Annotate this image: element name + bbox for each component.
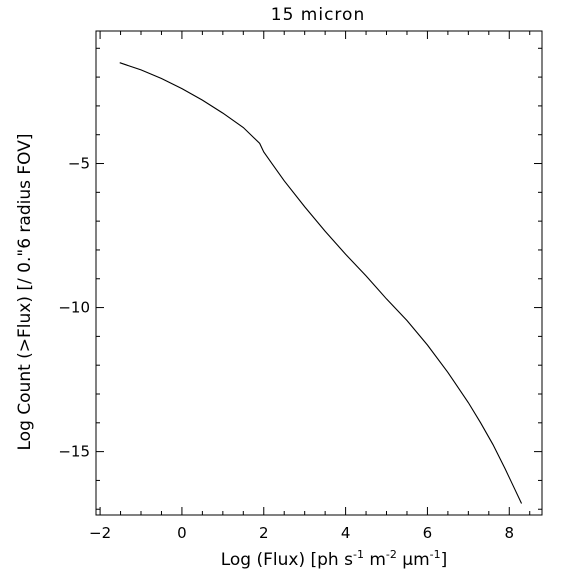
y-tick-label: −15 xyxy=(58,443,90,461)
y-tick-label: −5 xyxy=(68,155,90,173)
x-tick-label: 2 xyxy=(259,524,269,542)
series-line xyxy=(119,62,523,504)
ticks xyxy=(96,31,542,515)
y-axis-label: Log Count (>Flux) [/ 0."6 radius FOV] xyxy=(15,133,35,450)
y-tick-label: −10 xyxy=(58,299,90,317)
chart-title: 15 micron xyxy=(271,5,365,25)
plot-frame xyxy=(95,30,543,516)
x-tick-label: 4 xyxy=(341,524,351,542)
x-tick-label: −2 xyxy=(89,524,111,542)
x-axis-label: Log (Flux) [ph s-1 m-2 µm-1] xyxy=(221,548,448,570)
x-tick-label: 8 xyxy=(504,524,514,542)
tick-labels: −2 0 2 4 6 8 −5 −10 −15 xyxy=(58,155,514,542)
x-tick-label: 6 xyxy=(423,524,433,542)
x-tick-label: 0 xyxy=(177,524,187,542)
